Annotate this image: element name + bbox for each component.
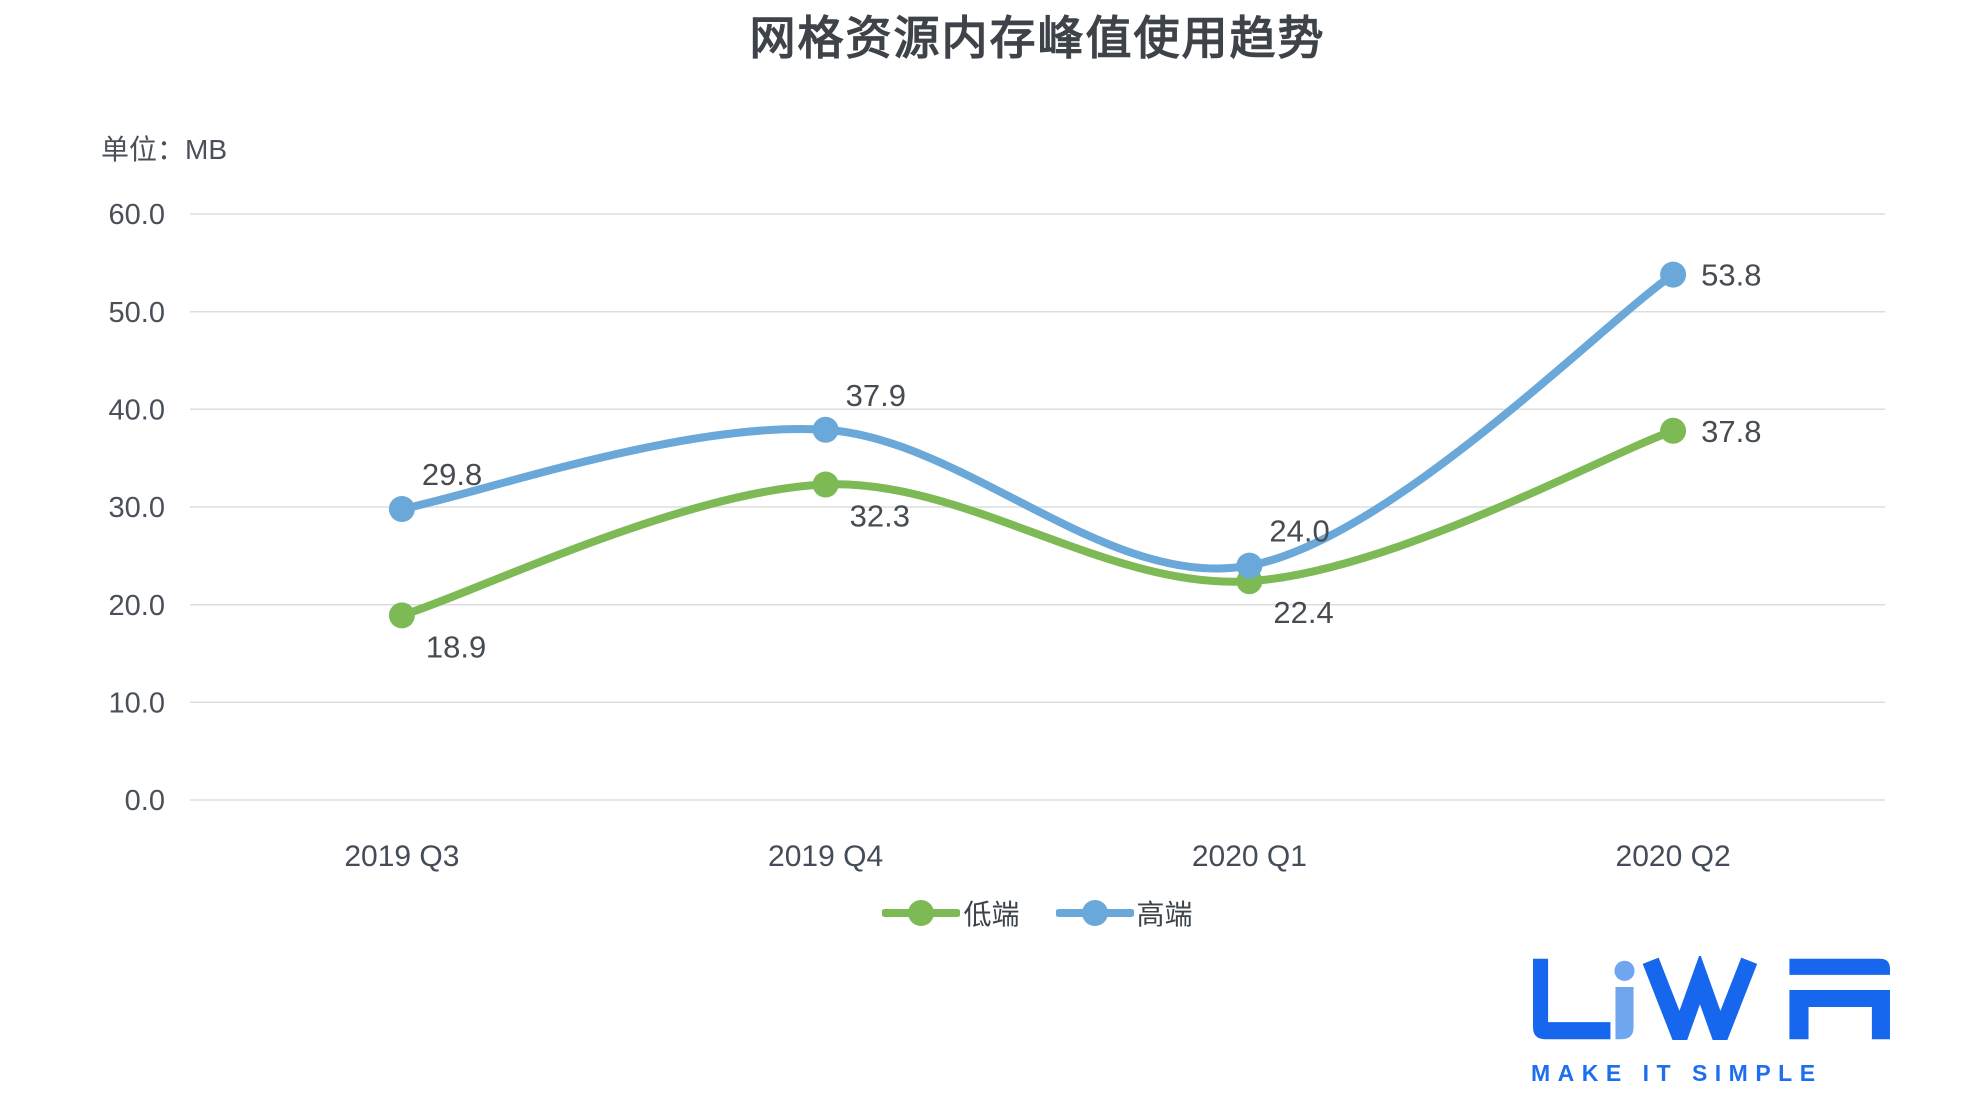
series-0-data-label: 18.9 <box>426 629 486 664</box>
series-line-1 <box>397 270 1678 573</box>
logo-letter-a-top <box>1789 958 1890 975</box>
x-tick-label: 2020 Q1 <box>1192 840 1307 873</box>
x-tick-label: 2020 Q2 <box>1616 840 1731 873</box>
legend-dot <box>1081 900 1108 926</box>
series-1-data-label: 24.0 <box>1269 514 1329 549</box>
series-0-point <box>812 471 839 498</box>
logo-letter-a-base <box>1789 989 1890 1040</box>
brand-logo: MAKE IT SIMPLE <box>1531 953 1893 1087</box>
liwa-logo-icon <box>1533 953 1890 1060</box>
series-1-data-label: 29.8 <box>422 457 482 492</box>
y-tick-label: 50.0 <box>109 297 165 329</box>
y-tick-label: 20.0 <box>109 590 165 622</box>
legend-dot <box>908 900 935 926</box>
logo-letter-l <box>1533 958 1611 1040</box>
chart-title: 网格资源内存峰值使用趋势 <box>749 12 1326 64</box>
series-line-0 <box>397 426 1678 620</box>
series-1-point <box>1236 552 1263 579</box>
series-0-data-label: 37.8 <box>1701 414 1761 449</box>
series-0-data-label: 32.3 <box>850 499 910 534</box>
series-1-point <box>388 496 415 522</box>
unit-label: 单位：MB <box>101 134 228 165</box>
y-tick-label: 0.0 <box>125 785 165 817</box>
logo-letter-i-dot <box>1614 960 1635 981</box>
logo-letter-w <box>1642 953 1758 1060</box>
series-1-point <box>1660 261 1687 288</box>
y-tick-label: 30.0 <box>109 492 165 524</box>
y-tick-label: 10.0 <box>109 687 165 719</box>
legend-marker-icon <box>882 900 961 926</box>
chart-legend: 低端 高端 <box>190 893 1885 933</box>
x-tick-label: 2019 Q4 <box>768 840 883 873</box>
series-0-point <box>1660 417 1687 444</box>
legend-marker-icon <box>1055 900 1134 926</box>
series-1-data-label: 53.8 <box>1701 258 1761 293</box>
series-0-point <box>388 602 415 629</box>
series-1-point <box>812 416 839 443</box>
y-tick-label: 40.0 <box>109 394 165 426</box>
logo-letter-i-stem <box>1615 986 1634 1040</box>
legend-label: 低端 <box>963 899 1020 930</box>
logo-tagline: MAKE IT SIMPLE <box>1531 1060 1823 1086</box>
x-tick-label: 2019 Q3 <box>344 840 459 873</box>
legend-label: 高端 <box>1136 899 1193 930</box>
legend-item-1[interactable]: 高端 <box>1055 893 1193 933</box>
series-0-data-label: 22.4 <box>1273 595 1333 630</box>
legend-item-0[interactable]: 低端 <box>882 893 1020 933</box>
series-1-data-label: 37.9 <box>846 378 906 413</box>
y-tick-label: 60.0 <box>109 199 165 231</box>
